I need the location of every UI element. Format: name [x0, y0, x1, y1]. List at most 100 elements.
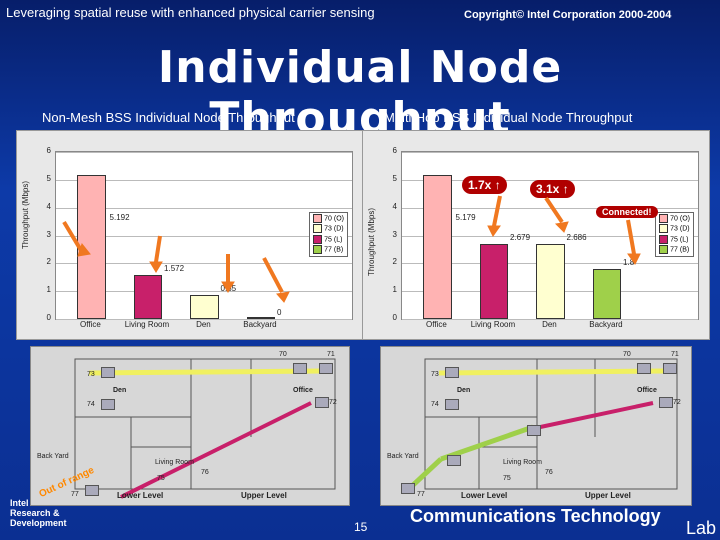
legend-swatch [313, 214, 323, 224]
value-label: 1.8 [623, 257, 635, 267]
value-label: 0 [277, 308, 282, 317]
room-office: Office [637, 387, 657, 394]
link-green [440, 424, 534, 462]
right-floor-plan: Den Office Living Room Back Yard Lower L… [380, 346, 692, 506]
room-den: Den [113, 387, 127, 394]
computer-icon [637, 363, 651, 374]
node-77: 77 [417, 491, 425, 498]
node-70: 70 [623, 351, 631, 358]
chart-legend: 70 (O) 73 (D) 75 (L) 77 (B) [655, 212, 694, 258]
x-category-label: Den [542, 320, 557, 329]
gridline [56, 179, 352, 181]
legend-item: 70 (O) [313, 214, 344, 224]
legend-swatch [313, 245, 323, 255]
connected-callout: Connected! [596, 206, 658, 218]
legend-swatch [659, 234, 669, 244]
repeater-icon [447, 455, 461, 466]
x-category-label: Backyard [243, 320, 277, 329]
bar-den [536, 244, 565, 319]
header-copyright: Copyright© Intel Corporation 2000-2004 [464, 9, 672, 21]
gain-callout-living-room: 1.7x ↑ [462, 176, 507, 194]
label-lower-level: Lower Level [461, 491, 508, 500]
node-74: 74 [87, 401, 95, 408]
y-tick-label: 5 [46, 173, 51, 183]
arrow-head [487, 225, 501, 237]
legend-swatch [659, 224, 669, 234]
right-bar-chart: Throughput (Mbps) 5.179 2.679 2.686 1.8 70 (… [362, 130, 710, 340]
computer-icon [663, 363, 677, 374]
link-yellow [88, 368, 322, 376]
x-category-label: Office [426, 320, 447, 329]
label-upper-level: Upper Level [241, 491, 287, 500]
value-label: 5.179 [455, 213, 476, 223]
arrow-living-left [154, 235, 162, 263]
x-category-label: Living Room [124, 320, 170, 329]
legend-label: 77 (B) [670, 246, 690, 254]
legend-swatch [659, 245, 669, 255]
node-71: 71 [671, 351, 679, 358]
gridline [402, 319, 698, 320]
x-category-label: Living Room [470, 320, 516, 329]
arrow-den-right [544, 196, 564, 224]
computer-icon [101, 399, 115, 410]
arrow-backyard-left [262, 257, 284, 293]
footer-lab: Lab [686, 518, 717, 538]
legend-label: 75 (L) [670, 236, 689, 244]
y-tick-label: 1 [392, 285, 397, 295]
right-floor-lines [409, 358, 678, 490]
legend-item: 73 (D) [313, 224, 344, 234]
arrow-head [77, 242, 91, 257]
link-yellow [438, 368, 664, 376]
node-77: 77 [71, 491, 79, 498]
y-tick-label: 4 [392, 201, 397, 211]
bar-living-room [133, 275, 163, 319]
y-tick-label: 3 [46, 229, 51, 239]
legend-item: 73 (D) [659, 224, 690, 234]
label-upper-level: Upper Level [585, 491, 631, 500]
bar-backyard [592, 268, 622, 319]
legend-label: 75 (L) [324, 236, 343, 244]
y-tick-label: 5 [392, 173, 397, 183]
page-number: 15 [354, 520, 368, 534]
y-tick-label: 0 [46, 313, 51, 322]
computer-icon [315, 397, 329, 408]
room-office: Office [293, 387, 313, 394]
legend-item: 75 (L) [313, 234, 344, 245]
left-floor-lines [74, 358, 336, 499]
gridline [56, 263, 352, 265]
legend-label: 77 (B) [324, 246, 344, 254]
gridline [56, 207, 352, 209]
gridline [402, 207, 698, 209]
arrow-head [627, 253, 641, 265]
repeater-icon [527, 425, 541, 436]
node-76: 76 [201, 469, 209, 476]
legend-item: 70 (O) [659, 214, 690, 224]
computer-icon [85, 485, 99, 496]
node-73: 73 [87, 371, 95, 378]
value-label: 2.679 [510, 233, 531, 243]
bar-living-room [479, 244, 509, 319]
y-tick-label: 6 [46, 146, 51, 155]
arrow-head [276, 291, 290, 303]
legend-swatch [659, 214, 669, 224]
gain-callout-den: 3.1x ↑ [530, 180, 575, 198]
node-73: 73 [431, 371, 439, 378]
room-living: Living Room [155, 459, 194, 466]
right-plot-area: 5.179 2.679 2.686 1.8 70 (O) 73 (D) 75 (L) 77 (… [401, 151, 699, 320]
legend-swatch [313, 234, 323, 244]
computer-icon [445, 399, 459, 410]
legend-item: 77 (B) [659, 245, 690, 255]
gridline [56, 291, 352, 293]
legend-label: 73 (D) [324, 225, 344, 233]
right-chart-subtitle: Multi-Hop ESS Individual Node Throughput [384, 110, 633, 125]
arrow-living-right [492, 195, 502, 227]
footer-ct: Communications Technology [410, 506, 661, 526]
legend-label: 70 (O) [324, 215, 344, 223]
x-category-label: Den [196, 320, 211, 329]
gridline [402, 235, 698, 237]
arrow-head [149, 261, 163, 273]
node-72: 72 [329, 399, 337, 406]
y-tick-label: 1 [46, 285, 51, 295]
node-72: 72 [673, 399, 681, 406]
